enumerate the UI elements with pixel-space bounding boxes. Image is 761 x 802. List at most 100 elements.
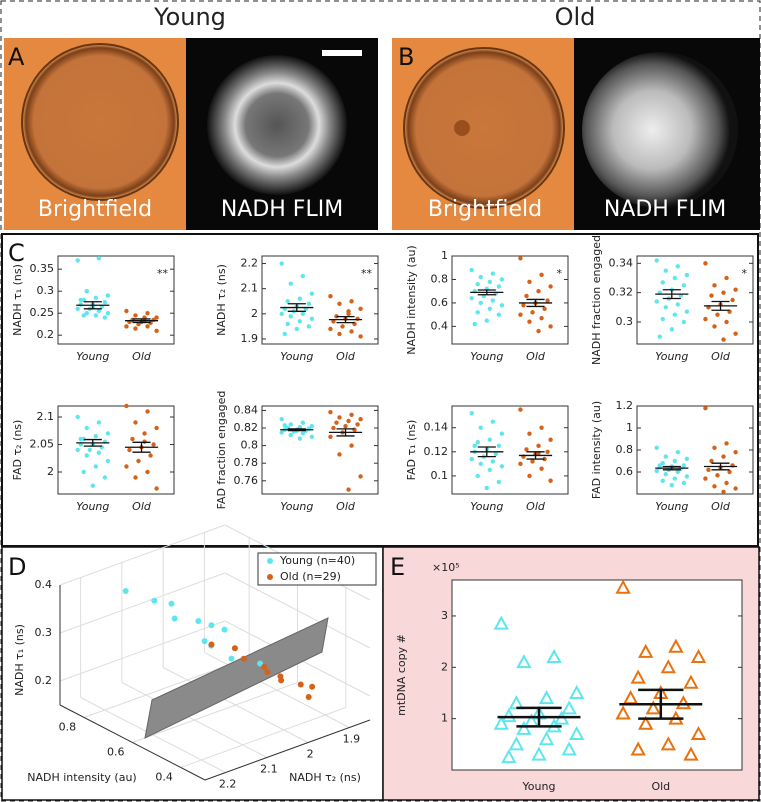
point [285, 321, 290, 327]
x-tick-label: Young [470, 350, 503, 363]
y-multiplier: ×10⁵ [432, 561, 460, 574]
grid-line [59, 620, 226, 682]
point [721, 337, 726, 342]
point [472, 321, 477, 327]
point [501, 707, 517, 723]
axis-line [204, 719, 371, 781]
point [663, 472, 668, 477]
point [536, 443, 541, 448]
point [472, 443, 477, 448]
point [228, 655, 235, 662]
y-tick-label: 2.1 [37, 410, 55, 423]
point [288, 281, 293, 286]
y-tick-label: 1.2 [616, 399, 634, 412]
y-tick-label: 0.8 [616, 443, 634, 456]
point [660, 736, 677, 751]
point [548, 324, 553, 329]
flim-cell [582, 52, 738, 208]
point [208, 622, 215, 629]
grid-line [59, 572, 226, 634]
y-tick-label: 0.25 [30, 306, 55, 319]
point [145, 311, 150, 316]
y-tick-label: 1 [626, 421, 633, 434]
point [282, 423, 287, 428]
y-tick-label: 0.76 [234, 474, 259, 487]
point [297, 436, 303, 441]
x-tick-label: Old [651, 780, 670, 793]
axes-box [636, 255, 754, 345]
point [660, 659, 677, 674]
point [545, 298, 550, 303]
legend-marker [267, 574, 273, 580]
y-tick-label: 2 [441, 660, 448, 673]
point [124, 308, 129, 314]
point [536, 328, 541, 334]
point [81, 297, 86, 303]
z-tick-label: 0.4 [35, 578, 53, 591]
point [524, 447, 529, 452]
point [475, 310, 480, 315]
point [684, 456, 690, 461]
point [279, 417, 284, 422]
point [681, 283, 687, 288]
y-tick-label: 0.4 [431, 319, 449, 332]
point [548, 478, 553, 483]
point [487, 437, 493, 442]
y-tick-label: 0.78 [234, 456, 259, 469]
point [240, 655, 247, 662]
point [496, 312, 502, 317]
point [531, 746, 547, 761]
image-label: NADH FLIM [221, 197, 343, 222]
point [279, 261, 284, 266]
y-axis-label: NADH τ₂ (ns) [215, 264, 228, 336]
point [709, 293, 714, 298]
point [487, 306, 493, 311]
point [518, 312, 523, 317]
point [142, 431, 147, 436]
point [657, 463, 662, 468]
axes-box [451, 579, 743, 771]
point [663, 454, 668, 459]
axes-box [451, 255, 569, 345]
point [654, 258, 659, 263]
y-tick-label: 2 [47, 465, 54, 478]
point [724, 441, 729, 446]
point [78, 297, 83, 303]
point [309, 291, 315, 296]
y-tick-label: 0.84 [234, 403, 259, 416]
point [300, 431, 306, 436]
point [516, 654, 532, 669]
oocyte [403, 47, 565, 209]
point [154, 315, 159, 320]
point [538, 690, 555, 705]
axis-line [59, 704, 206, 781]
point [724, 319, 729, 325]
point [102, 475, 108, 480]
y-tick-label: 0.1 [431, 469, 449, 482]
x-tick-label: 2.2 [219, 778, 237, 791]
grid-line [59, 524, 226, 586]
point [469, 456, 474, 462]
point [309, 316, 315, 322]
x-tick-label: Old [132, 350, 152, 363]
point [127, 447, 132, 453]
point [508, 736, 525, 751]
point [703, 406, 708, 411]
axes-box [57, 255, 175, 345]
point [548, 437, 553, 442]
point [478, 425, 483, 430]
point [724, 480, 729, 486]
axes-box [261, 255, 379, 345]
point [334, 420, 339, 425]
panel-letter: C [8, 239, 25, 267]
point [352, 427, 357, 432]
point [105, 293, 111, 298]
point [615, 705, 631, 720]
y-tick-label: 0.12 [424, 445, 449, 458]
point [499, 303, 505, 308]
point [475, 439, 480, 445]
point [690, 648, 707, 664]
point [282, 331, 287, 337]
point [279, 311, 284, 317]
